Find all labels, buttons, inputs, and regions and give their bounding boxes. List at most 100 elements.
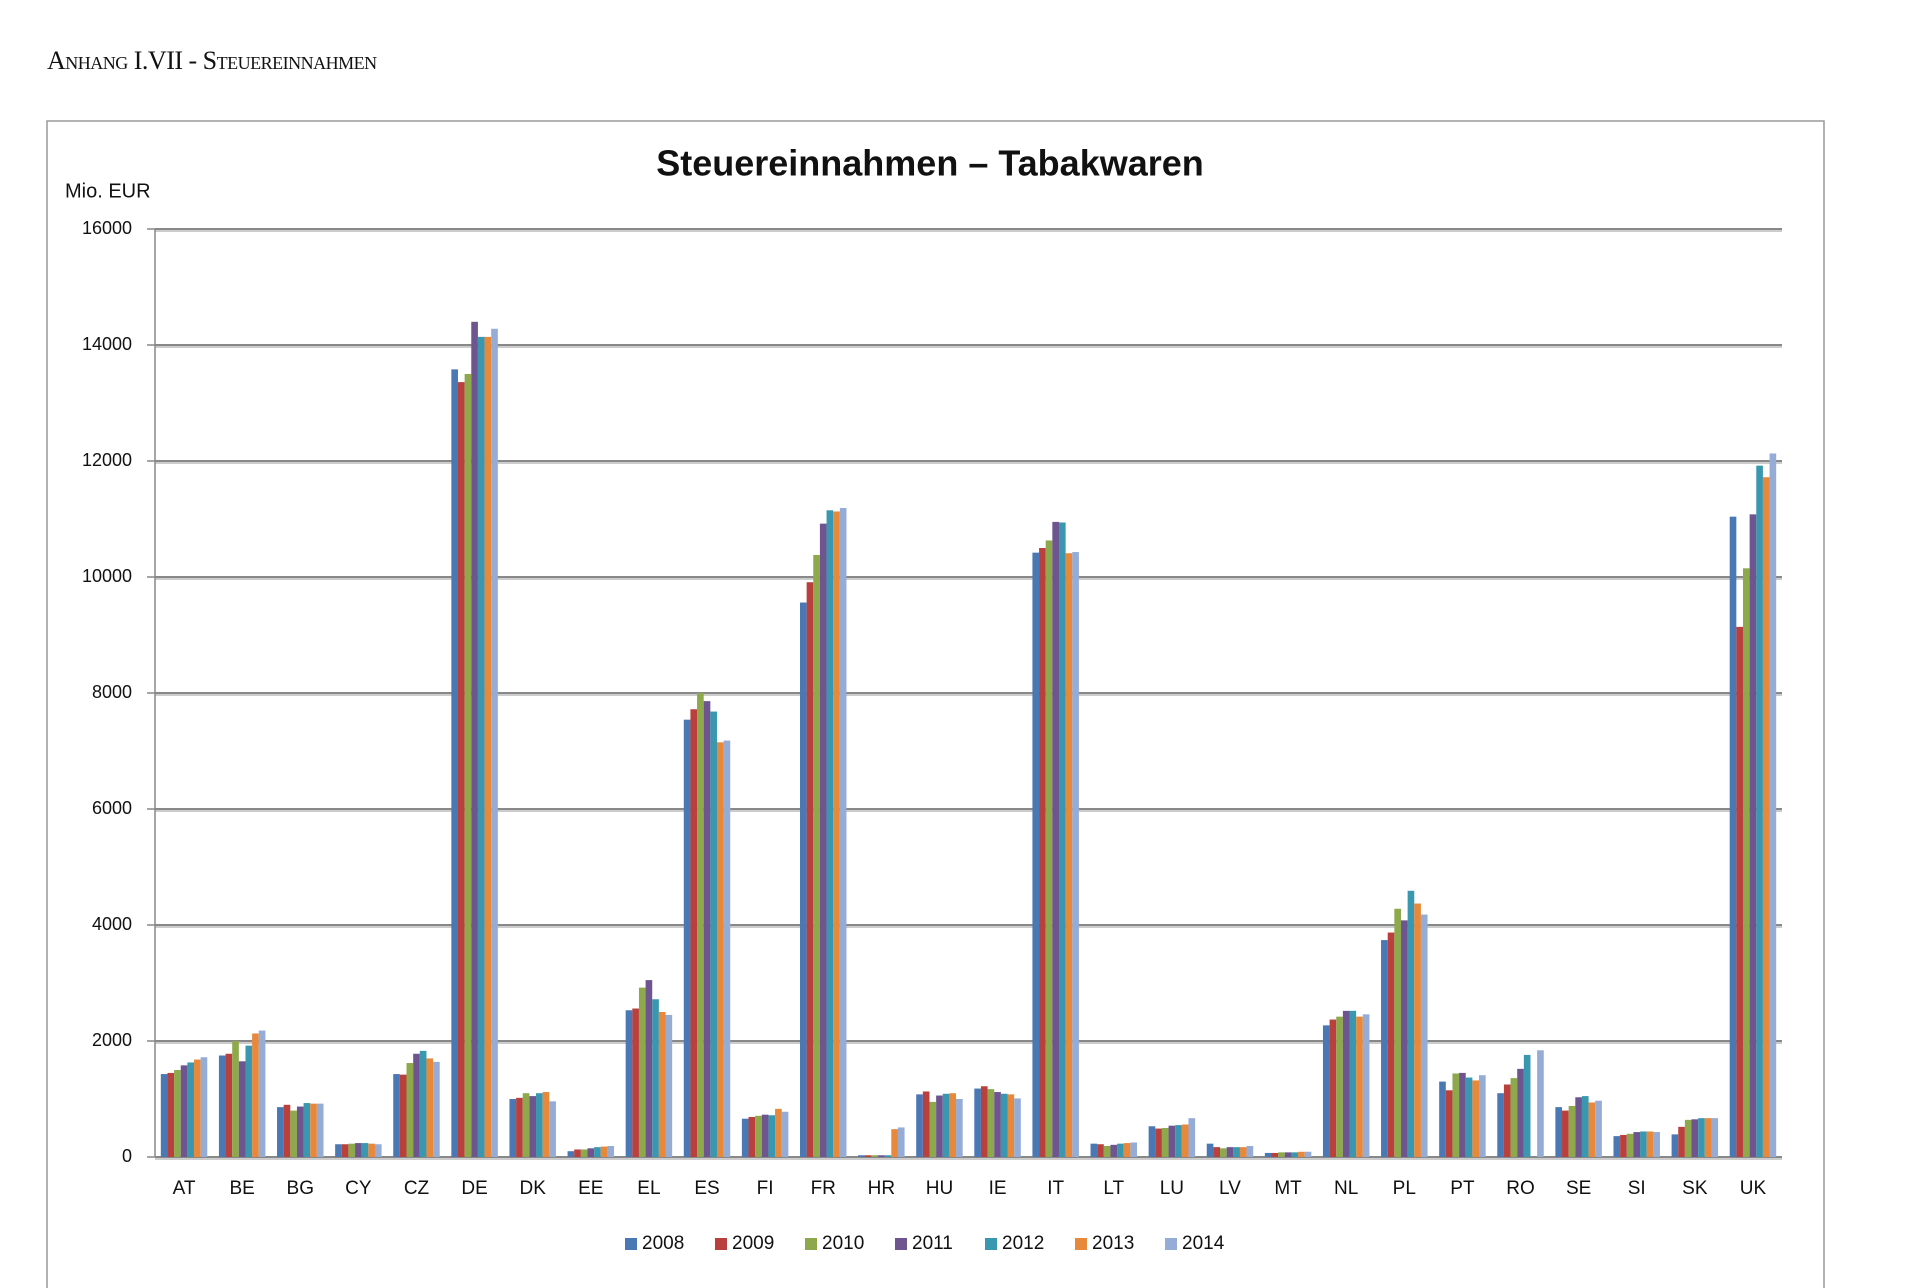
bar [1298, 1151, 1305, 1157]
legend-label: 2008 [642, 1233, 684, 1254]
bar [1626, 1133, 1634, 1157]
bar [567, 1151, 575, 1157]
legend-label: 2013 [1092, 1233, 1134, 1254]
bar [994, 1092, 1001, 1157]
bar [484, 336, 492, 1157]
bar [1653, 1132, 1660, 1157]
bar [290, 1110, 297, 1157]
bar [1445, 1090, 1453, 1157]
bar [1168, 1125, 1176, 1157]
bar [878, 1155, 885, 1157]
bar [806, 582, 814, 1157]
legend-swatch [895, 1238, 907, 1250]
bar [1058, 522, 1066, 1157]
legend-label: 2012 [1002, 1233, 1044, 1254]
bar [1110, 1144, 1118, 1157]
bar [748, 1116, 756, 1157]
bar [1065, 553, 1073, 1157]
bar [1362, 1014, 1370, 1157]
y-tick-label: 16000 [82, 218, 132, 238]
bar [529, 1096, 537, 1157]
x-tick-label: RO [1506, 1178, 1535, 1199]
bar [1503, 1084, 1511, 1157]
bar [218, 1055, 226, 1157]
x-tick-label: PT [1450, 1178, 1475, 1199]
bar [341, 1144, 349, 1157]
bar [361, 1143, 369, 1157]
bar [761, 1114, 769, 1157]
y-tick-label: 14000 [82, 334, 132, 354]
bar [1497, 1093, 1504, 1157]
bar [451, 369, 458, 1157]
x-tick-label: HR [868, 1178, 895, 1199]
bar [1691, 1119, 1699, 1157]
bar [536, 1093, 543, 1157]
legend-label: 2010 [822, 1233, 864, 1254]
bar [1633, 1132, 1641, 1157]
bar [942, 1093, 950, 1157]
bar [542, 1092, 550, 1157]
x-tick-label: CY [345, 1178, 372, 1199]
bar [225, 1053, 233, 1157]
bar [775, 1108, 782, 1157]
y-tick-label: 0 [122, 1146, 132, 1166]
bar [419, 1050, 427, 1157]
bar [1329, 1019, 1337, 1157]
legend-swatch [715, 1238, 727, 1250]
bar [1090, 1143, 1098, 1157]
bar [1472, 1080, 1480, 1157]
bar [658, 1012, 666, 1157]
bar [374, 1144, 382, 1157]
x-tick-label: NL [1334, 1178, 1358, 1199]
bar [781, 1111, 789, 1157]
bar [310, 1103, 317, 1157]
bar [864, 1155, 872, 1157]
bar [1575, 1097, 1582, 1157]
x-tick-label: EL [637, 1178, 660, 1199]
bar [1039, 548, 1046, 1157]
x-tick-label: IE [989, 1178, 1007, 1199]
bar [1349, 1010, 1357, 1157]
bar [1568, 1105, 1576, 1157]
bar [1684, 1119, 1692, 1157]
bar [1420, 914, 1428, 1157]
x-tick-label: SK [1682, 1178, 1708, 1199]
y-tick-label: 8000 [92, 682, 132, 702]
bar [922, 1091, 930, 1157]
bar [600, 1146, 608, 1157]
bar [1510, 1078, 1518, 1157]
page-header: Anhang I.VII - Steuereinnahmen [47, 46, 377, 75]
bar [1213, 1147, 1221, 1157]
bar [652, 999, 659, 1157]
bar [665, 1014, 673, 1157]
bar [471, 321, 478, 1157]
bar [1342, 1010, 1350, 1157]
bar [1588, 1102, 1596, 1157]
bar [464, 374, 472, 1157]
bar [238, 1061, 246, 1157]
y-tick-label: 4000 [92, 914, 132, 934]
x-tick-label: DK [519, 1178, 546, 1199]
bar [200, 1057, 208, 1157]
bar [755, 1115, 762, 1157]
bar [1517, 1068, 1524, 1157]
bar [625, 1010, 633, 1157]
bar [413, 1053, 420, 1157]
bar [399, 1074, 407, 1157]
bar [638, 987, 646, 1157]
bar [1394, 908, 1401, 1157]
bar [406, 1063, 414, 1157]
bar [1459, 1072, 1466, 1157]
bar [277, 1107, 284, 1157]
bar [1233, 1147, 1240, 1157]
bar [1175, 1125, 1182, 1157]
bar [187, 1062, 195, 1157]
x-tick-label: SI [1628, 1178, 1646, 1199]
bar [1103, 1145, 1111, 1157]
bar [1742, 568, 1750, 1157]
bar [232, 1041, 239, 1157]
bar [813, 554, 820, 1157]
bar [1704, 1118, 1712, 1157]
bar [167, 1072, 175, 1157]
bar [1000, 1093, 1008, 1157]
